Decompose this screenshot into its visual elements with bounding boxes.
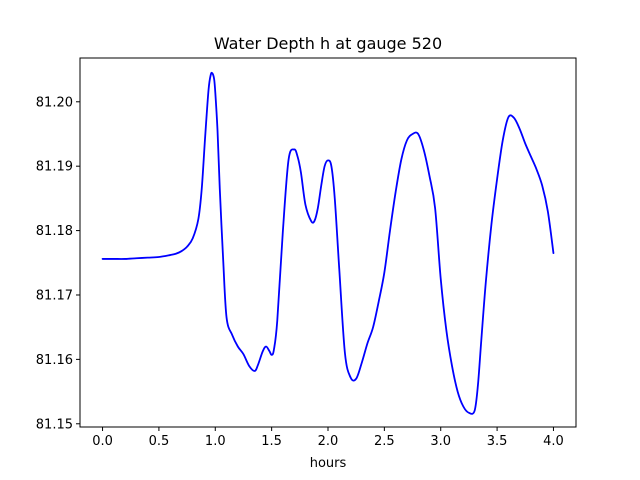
x-tick-label: 3.0 (430, 434, 451, 449)
x-axis-label: hours (310, 456, 347, 471)
y-tick-label: 81.17 (36, 288, 73, 303)
x-tick-label: 4.0 (543, 434, 564, 449)
x-axis-ticks: 0.0 0.5 1.0 1.5 2.0 2.5 3.0 3.5 4.0 (92, 427, 564, 449)
series-line (101, 71, 555, 415)
x-tick-label: 3.5 (487, 434, 508, 449)
plot-frame (79, 57, 577, 428)
x-tick-label: 1.0 (205, 434, 226, 449)
chart-title: Water Depth h at gauge 520 (214, 34, 442, 53)
x-tick-label: 2.5 (374, 434, 395, 449)
y-tick-label: 81.16 (36, 353, 73, 368)
x-tick-label: 0.0 (92, 434, 113, 449)
y-tick-label: 81.19 (36, 160, 73, 175)
y-tick-label: 81.15 (36, 417, 73, 432)
x-tick-label: 1.5 (261, 434, 282, 449)
x-tick-label: 0.5 (149, 434, 170, 449)
y-axis-ticks: 81.15 81.16 81.17 81.18 81.19 81.20 (36, 95, 80, 432)
x-tick-label: 2.0 (318, 434, 339, 449)
y-tick-label: 81.18 (36, 224, 73, 239)
y-tick-label: 81.20 (36, 95, 73, 110)
